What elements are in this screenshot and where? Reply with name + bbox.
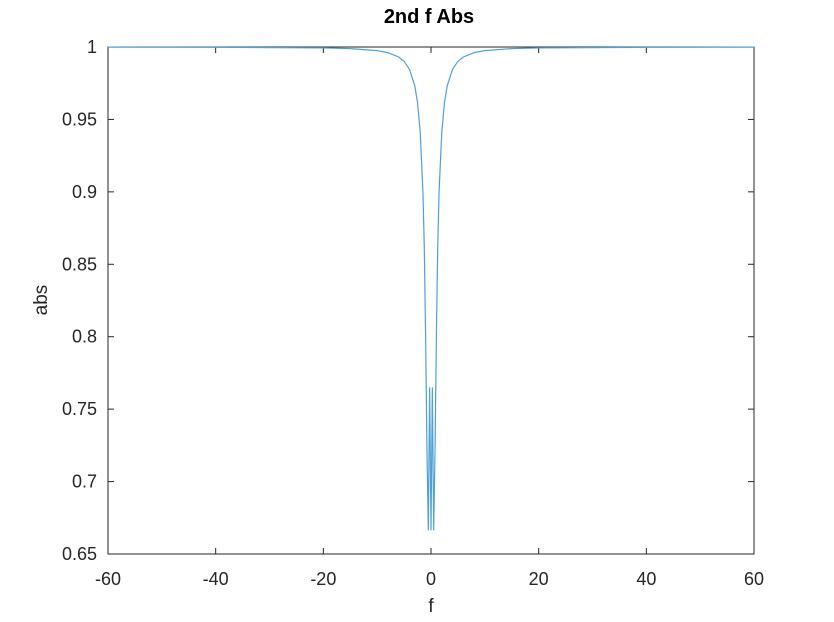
y-tick-label: 0.65 bbox=[62, 544, 97, 564]
y-tick-label: 0.85 bbox=[62, 254, 97, 274]
y-tick-label: 0.8 bbox=[72, 327, 97, 347]
y-axis: 0.65 0.7 0.75 0.8 0.85 0.9 0.95 1 bbox=[62, 37, 754, 564]
x-tick-label: 20 bbox=[529, 569, 549, 589]
chart-title: 2nd f Abs bbox=[384, 6, 474, 28]
y-tick-label: 1 bbox=[87, 37, 97, 57]
y-tick-label: 0.9 bbox=[72, 182, 97, 202]
x-tick-label: 0 bbox=[426, 569, 436, 589]
series-group bbox=[107, 46, 755, 531]
x-axis-label: f bbox=[428, 596, 434, 617]
x-tick-label: -40 bbox=[203, 569, 229, 589]
x-tick-label: 40 bbox=[636, 569, 656, 589]
y-axis-label: abs bbox=[31, 285, 52, 316]
y-tick-label: 0.7 bbox=[72, 472, 97, 492]
series-line-0 bbox=[107, 46, 755, 531]
x-tick-label: -60 bbox=[95, 569, 121, 589]
x-tick-label: 60 bbox=[744, 569, 764, 589]
y-tick-label: 0.75 bbox=[62, 399, 97, 419]
x-axis: -60 -40 -20 0 20 40 60 bbox=[95, 47, 764, 589]
y-tick-label: 0.95 bbox=[62, 109, 97, 129]
x-tick-label: -20 bbox=[310, 569, 336, 589]
